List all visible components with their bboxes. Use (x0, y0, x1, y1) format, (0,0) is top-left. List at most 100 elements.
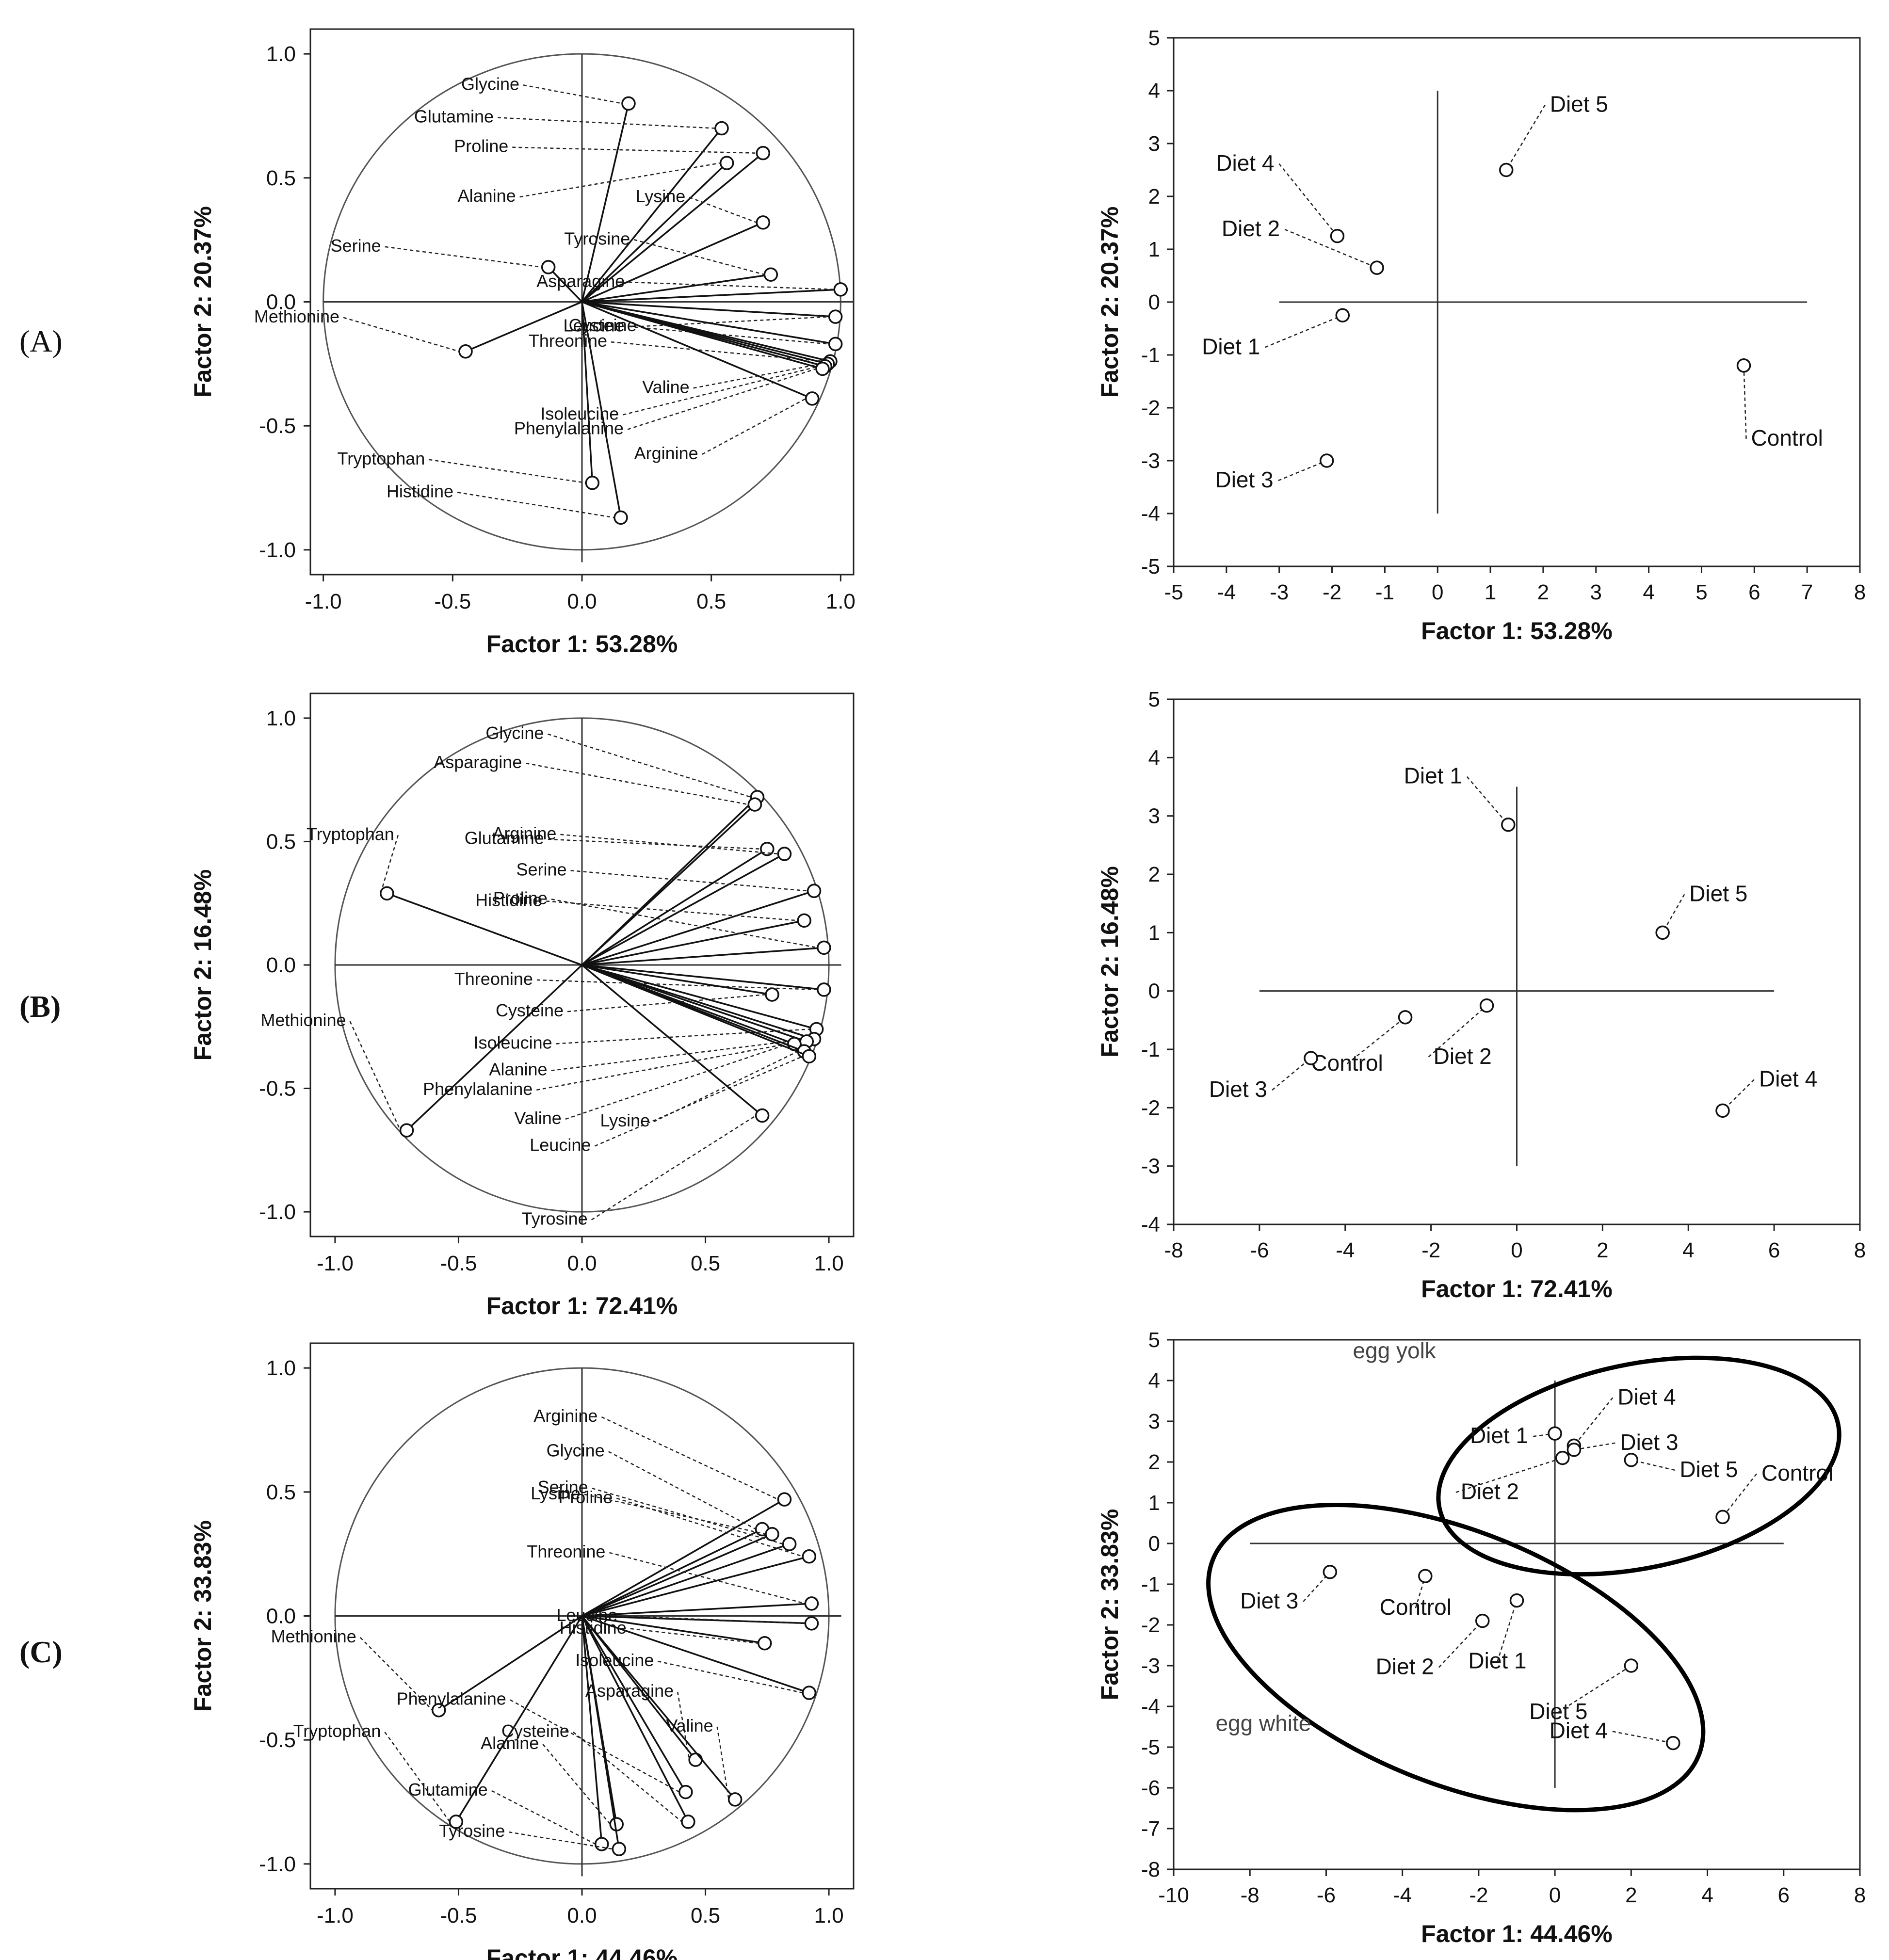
leader-line-alanine (519, 162, 721, 198)
x-tick-label: 0 (1432, 580, 1443, 604)
y-tick-label: 0 (1148, 1532, 1160, 1556)
y-tick-label: -6 (1141, 1776, 1160, 1800)
leader-line-threonine (611, 341, 824, 362)
x-tick-label: -8 (1164, 1238, 1183, 1262)
leader-line-histidine (457, 492, 615, 518)
y-tick-label: 0.5 (266, 166, 296, 190)
x-tick-label: 1.0 (814, 1252, 844, 1275)
variable-label-histidine: Histidine (475, 890, 542, 910)
y-tick-label: 4 (1148, 1369, 1160, 1393)
leader-line-diet-4 (1722, 1079, 1755, 1111)
loading-vector-asparagine (581, 289, 841, 303)
y-tick-label: 5 (1148, 1328, 1160, 1352)
loading-point-leucine (804, 1616, 819, 1631)
x-axis-title: Factor 1: 44.46% (486, 1944, 678, 1960)
point-label-diet-5: Diet 5 (1529, 1699, 1587, 1724)
loading-vector-serine (581, 890, 815, 966)
variable-label-leucine: Leucine (530, 1135, 591, 1155)
loading-point-phenylalanine (678, 1784, 693, 1799)
y-tick-label: 0.0 (266, 953, 296, 977)
y-tick-label: 4 (1148, 746, 1160, 770)
leader-line-tyrosine (634, 239, 765, 275)
loading-vector-tyrosine (581, 964, 763, 1116)
x-tick-label: 5 (1695, 580, 1707, 604)
loading-point-serine (807, 884, 822, 899)
y-tick-label: 0.5 (266, 1480, 296, 1504)
leader-line-serine (385, 246, 542, 268)
score-point-diet-2 (1555, 1450, 1570, 1465)
score-point-control (1398, 1010, 1413, 1025)
y-axis-title: Factor 2: 20.37% (1096, 207, 1123, 398)
variable-label-proline: Proline (493, 888, 548, 908)
y-tick-label: 0.0 (266, 1605, 296, 1628)
variable-label-histidine: Histidine (387, 481, 453, 501)
score-point-diet-2 (1479, 998, 1494, 1013)
score-point-diet-5 (1624, 1453, 1639, 1467)
leader-line-methionine (359, 1637, 433, 1711)
variable-label-isoleucine: Isoleucine (474, 1032, 552, 1052)
score-point-diet-4 (1666, 1735, 1680, 1751)
loading-vector-proline (581, 947, 824, 966)
loading-vector-glutamine (581, 128, 723, 303)
loading-vector-cysteine (581, 964, 773, 996)
loading-point-proline (817, 940, 831, 955)
leader-line-tyrosine (509, 1831, 613, 1850)
x-tick-label: -0.5 (440, 1252, 477, 1275)
loading-point-glutamine (714, 121, 729, 136)
variable-label-glycine: Glycine (547, 1441, 605, 1461)
loading-vector-phenylalanine (581, 1615, 687, 1793)
x-tick-label: 0 (1511, 1238, 1522, 1262)
point-label-diet-3: Diet 3 (1215, 467, 1273, 492)
y-axis-title: Factor 2: 16.48% (1096, 866, 1123, 1058)
leader-line-alanine (551, 1038, 808, 1071)
leader-line-phenylalanine (536, 1041, 801, 1091)
loading-vector-proline (581, 152, 764, 303)
loading-point-cysteine (681, 1815, 695, 1829)
y-tick-label: 2 (1148, 1450, 1160, 1474)
point-label-diet-3: Diet 3 (1209, 1076, 1267, 1102)
x-tick-label: 4 (1682, 1238, 1694, 1262)
loading-vector-arginine (581, 1498, 785, 1617)
leader-line-glutamine (491, 1790, 596, 1845)
score-point-diet-2 (1370, 260, 1384, 275)
y-tick-label: 2 (1148, 863, 1160, 886)
loading-vector-lysine (581, 1533, 773, 1617)
variable-label-glutamine: Glutamine (465, 828, 544, 848)
loading-point-serine (782, 1537, 797, 1551)
loading-point-valine (727, 1792, 743, 1807)
variable-label-tryptophan: Tryptophan (293, 1721, 381, 1741)
point-label-diet-5: Diet 5 (1550, 92, 1608, 117)
variable-label-tyrosine: Tyrosine (439, 1821, 505, 1841)
y-tick-label: 0.5 (266, 830, 296, 853)
loading-vector-cysteine (581, 301, 836, 318)
loading-point-lysine (756, 215, 771, 230)
score-point-diet-4 (1715, 1103, 1730, 1118)
y-tick-label: 3 (1148, 132, 1160, 156)
y-tick-label: 3 (1148, 804, 1160, 828)
leader-line-diet-2 (1428, 1005, 1487, 1058)
x-tick-label: 0 (1549, 1883, 1561, 1907)
point-label-control: Control (1311, 1050, 1383, 1076)
loading-vector-threonine (581, 964, 824, 991)
loading-point-lysine (765, 1527, 779, 1542)
y-tick-label: 1.0 (266, 42, 296, 66)
y-tick-label: 1 (1148, 1491, 1160, 1515)
y-axis-title: Factor 2: 33.83% (189, 1520, 216, 1712)
y-tick-label: -1 (1141, 1573, 1160, 1596)
loadings-plot-b: -1.0 -0.5 0.0 0.5 1.0 1.0 0.5 0.0 -0.5 -1.0 Glycin… (189, 692, 855, 1319)
variable-label-cysteine: Cysteine (569, 315, 637, 335)
loading-vector-leucine (581, 964, 810, 1057)
leader-line-leucine (594, 1056, 803, 1147)
x-tick-label: 8 (1854, 1238, 1866, 1262)
leader-line-diet-3 (1278, 460, 1327, 482)
loading-vector-phenylalanine (581, 301, 823, 370)
variable-label-asparagine: Asparagine (434, 752, 522, 772)
loading-vector-leucine (581, 301, 836, 345)
leader-line-threonine (609, 1552, 806, 1605)
y-tick-label: -1 (1141, 1038, 1160, 1061)
panel-label-b: (B) (19, 989, 61, 1024)
leader-line-diet-1 (1466, 776, 1509, 825)
loading-point-asparagine (747, 797, 762, 812)
loading-vector-tryptophan (387, 892, 582, 966)
loading-point-proline (756, 145, 771, 161)
